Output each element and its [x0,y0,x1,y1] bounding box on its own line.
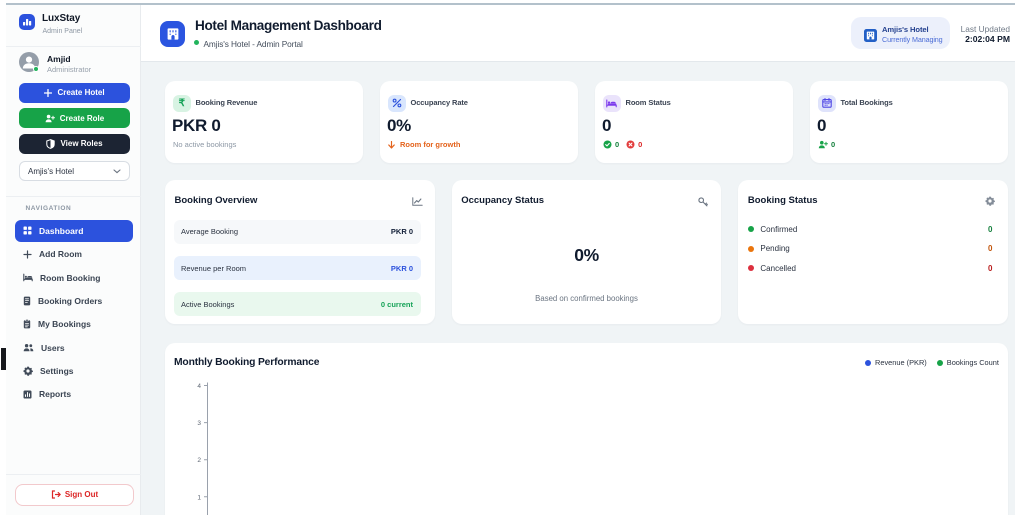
svg-text:3: 3 [197,420,201,427]
svg-text:2: 2 [197,457,201,464]
svg-text:1: 1 [197,494,201,501]
svg-text:4: 4 [197,383,201,390]
